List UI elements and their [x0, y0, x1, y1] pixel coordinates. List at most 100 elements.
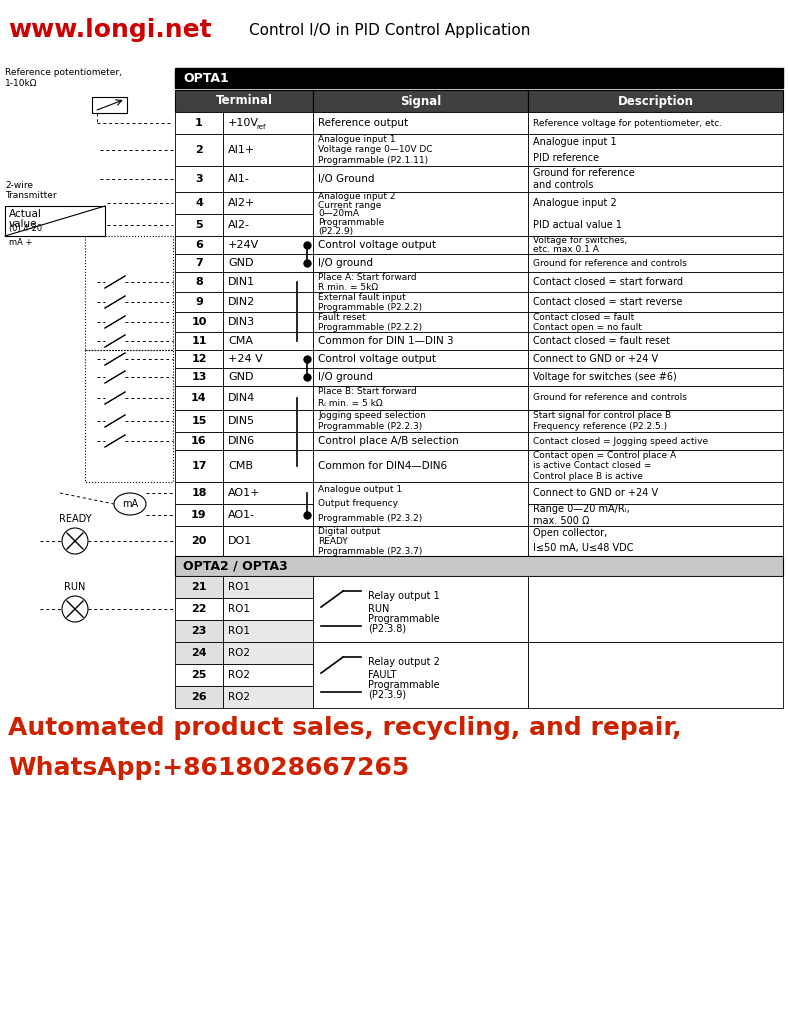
Text: 23: 23: [191, 626, 206, 636]
Bar: [313, 292, 528, 312]
Text: Reference potentiometer,: Reference potentiometer,: [5, 68, 122, 77]
Bar: [223, 332, 313, 350]
Bar: [223, 686, 313, 708]
Text: Reference voltage for potentiometer, etc.: Reference voltage for potentiometer, etc…: [533, 119, 722, 128]
Text: AO1-: AO1-: [228, 510, 255, 520]
Text: value: value: [9, 219, 38, 229]
Bar: [223, 350, 313, 368]
Text: (P2.3.8): (P2.3.8): [368, 624, 406, 634]
Bar: [175, 556, 783, 575]
Text: 6: 6: [195, 240, 203, 250]
Text: Common for DIN4—DIN6: Common for DIN4—DIN6: [318, 461, 447, 471]
Text: mA: mA: [122, 499, 138, 509]
Bar: [175, 482, 223, 504]
Bar: [313, 482, 528, 526]
Text: 16: 16: [191, 436, 206, 446]
Bar: [528, 482, 783, 504]
Bar: [175, 598, 223, 620]
Bar: [175, 68, 783, 88]
Bar: [528, 575, 783, 642]
Bar: [313, 386, 528, 410]
Text: Rᵢ min. = 5 kΩ: Rᵢ min. = 5 kΩ: [318, 399, 383, 409]
Bar: [223, 312, 313, 332]
Bar: [223, 368, 313, 386]
Text: Analogue output 1: Analogue output 1: [318, 484, 402, 494]
Bar: [223, 504, 313, 526]
Bar: [223, 482, 313, 504]
Text: 7: 7: [195, 258, 203, 268]
Bar: [175, 134, 223, 166]
Bar: [528, 504, 783, 526]
Text: FAULT: FAULT: [368, 670, 396, 680]
Text: Programmable (P2.2.2): Programmable (P2.2.2): [318, 302, 422, 311]
Ellipse shape: [114, 493, 146, 515]
Bar: [175, 620, 223, 642]
Bar: [313, 575, 528, 642]
Bar: [528, 272, 783, 292]
Bar: [528, 410, 783, 432]
Bar: [223, 620, 313, 642]
Text: Analogue input 2: Analogue input 2: [533, 198, 617, 208]
Bar: [223, 432, 313, 450]
Text: DO1: DO1: [228, 536, 252, 546]
Bar: [528, 193, 783, 236]
Bar: [528, 166, 783, 193]
Bar: [528, 134, 783, 166]
Text: Analogue input 2: Analogue input 2: [318, 191, 396, 201]
Text: RO1: RO1: [228, 604, 250, 614]
Bar: [313, 312, 528, 332]
Bar: [528, 236, 783, 254]
Bar: [175, 272, 223, 292]
Bar: [313, 526, 528, 556]
Text: Voltage for switches,: Voltage for switches,: [533, 236, 627, 245]
Text: DIN6: DIN6: [228, 436, 255, 446]
Text: RO1: RO1: [228, 582, 250, 592]
Text: Terminal: Terminal: [215, 94, 273, 108]
Text: (0) 4-20: (0) 4-20: [9, 223, 42, 232]
Text: Ground for reference and controls: Ground for reference and controls: [533, 258, 687, 267]
Bar: [223, 598, 313, 620]
Circle shape: [62, 528, 88, 554]
Bar: [175, 166, 223, 193]
Bar: [223, 575, 313, 598]
Bar: [223, 386, 313, 410]
Bar: [223, 526, 313, 556]
Bar: [313, 90, 528, 112]
Text: Analogue input 1: Analogue input 1: [533, 137, 617, 147]
Bar: [528, 432, 783, 450]
Text: Voltage range 0—10V DC: Voltage range 0—10V DC: [318, 145, 433, 155]
Text: 18: 18: [191, 488, 206, 498]
Text: Current range: Current range: [318, 201, 381, 210]
Bar: [528, 350, 783, 368]
Text: R min. = 5kΩ: R min. = 5kΩ: [318, 283, 378, 292]
Text: Start signal for control place B: Start signal for control place B: [533, 411, 671, 420]
Text: GND: GND: [228, 258, 254, 268]
Text: Place A: Start forward: Place A: Start forward: [318, 272, 417, 282]
Text: 0—20mA: 0—20mA: [318, 210, 359, 218]
Bar: [223, 642, 313, 664]
Bar: [313, 450, 528, 482]
Text: Contact closed = fault: Contact closed = fault: [533, 312, 634, 322]
Bar: [528, 386, 783, 410]
Bar: [223, 166, 313, 193]
Bar: [528, 90, 783, 112]
Bar: [175, 214, 223, 236]
Bar: [313, 193, 528, 236]
Text: Contact open = Control place A: Contact open = Control place A: [533, 451, 676, 460]
Text: WhatsApp:+8618028667265: WhatsApp:+8618028667265: [8, 756, 409, 780]
Text: 21: 21: [191, 582, 206, 592]
Text: Digital output: Digital output: [318, 526, 381, 536]
Text: External fault input: External fault input: [318, 293, 406, 301]
Text: 2-wire: 2-wire: [5, 181, 33, 190]
Text: CMA: CMA: [228, 336, 253, 346]
Bar: [175, 432, 223, 450]
Text: max. 500 Ω: max. 500 Ω: [533, 515, 589, 525]
Bar: [175, 193, 223, 214]
Bar: [528, 254, 783, 272]
Bar: [175, 292, 223, 312]
Bar: [175, 368, 223, 386]
Text: AI1-: AI1-: [228, 174, 250, 184]
Text: Control voltage output: Control voltage output: [318, 240, 436, 250]
Text: 24: 24: [191, 648, 206, 658]
Text: I/O Ground: I/O Ground: [318, 174, 374, 184]
